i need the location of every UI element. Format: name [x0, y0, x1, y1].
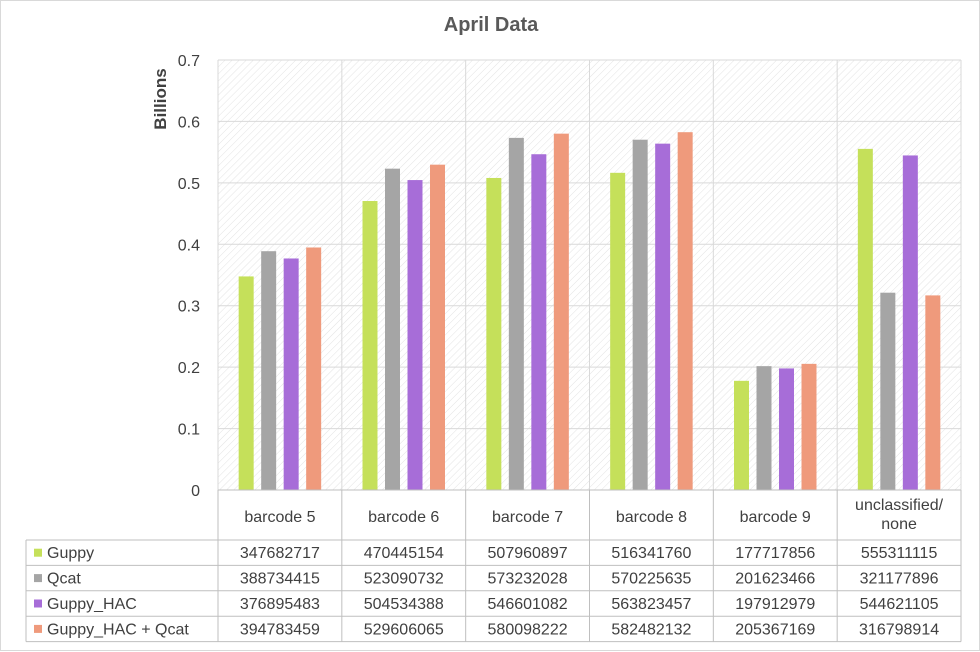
- y-tick-label: 0.7: [178, 53, 200, 70]
- bar: [531, 154, 547, 490]
- bar: [632, 139, 648, 490]
- chart-title: April Data: [443, 14, 539, 36]
- bar: [677, 132, 693, 490]
- legend-key: [34, 574, 42, 583]
- bar: [486, 177, 502, 491]
- bar: [553, 133, 569, 491]
- y-tick-label: 0.2: [178, 360, 200, 377]
- bar: [756, 366, 772, 490]
- legend-label: Guppy_HAC: [47, 596, 137, 613]
- y-tick-label: 0.1: [178, 422, 200, 439]
- data-label: 555311115: [861, 545, 938, 562]
- legend-key: [34, 548, 42, 557]
- bar: [655, 143, 671, 490]
- bar: [801, 363, 817, 490]
- data-label: 507960897: [488, 545, 568, 562]
- bar: [385, 168, 400, 490]
- data-label: 504534388: [364, 596, 444, 613]
- x-tick-label: barcode 5: [244, 509, 315, 526]
- bar: [902, 155, 918, 491]
- y-tick-label: 0.5: [178, 176, 200, 193]
- data-label: 177717856: [735, 545, 815, 562]
- bar: [610, 172, 626, 490]
- x-tick-label: barcode 8: [616, 509, 687, 526]
- bar: [261, 251, 277, 490]
- data-label: 523090732: [364, 571, 444, 588]
- data-label: 388734415: [240, 571, 320, 588]
- bar: [430, 164, 445, 490]
- bar: [734, 380, 749, 490]
- data-label: 570225635: [611, 571, 691, 588]
- bar: [880, 292, 896, 490]
- data-label: 563823457: [611, 596, 691, 613]
- y-tick-label: 0.3: [178, 299, 200, 316]
- data-label: 470445154: [364, 545, 444, 562]
- data-label: 394783459: [240, 621, 320, 638]
- data-label: 580098222: [488, 621, 568, 638]
- data-label: 201623466: [735, 571, 815, 588]
- bar: [857, 148, 873, 490]
- x-tick-label: barcode 9: [740, 509, 811, 526]
- data-label: 544621105: [860, 596, 939, 613]
- legend-label: Guppy: [47, 545, 94, 562]
- data-label: 573232028: [488, 571, 568, 588]
- data-label: 582482132: [611, 621, 691, 638]
- data-label: 205367169: [735, 621, 815, 638]
- data-label: 546601082: [488, 596, 568, 613]
- data-label: 347682717: [240, 545, 320, 562]
- legend-key: [34, 624, 42, 633]
- bar: [362, 201, 378, 490]
- bar: [925, 295, 941, 490]
- legend-label: Qcat: [47, 571, 81, 588]
- data-label: 197912979: [735, 596, 815, 613]
- legend-key: [34, 599, 42, 608]
- data-label: 321177896: [860, 571, 939, 588]
- data-label: 376895483: [240, 596, 320, 613]
- bar: [407, 180, 423, 491]
- x-tick-label: unclassified/none: [855, 497, 944, 533]
- data-label: 316798914: [859, 621, 939, 638]
- bar: [283, 258, 299, 490]
- bar: [306, 247, 322, 490]
- data-label: 529606065: [364, 621, 444, 638]
- bar: [779, 368, 794, 490]
- x-tick-label: barcode 6: [368, 509, 439, 526]
- legend-label: Guppy_HAC + Qcat: [47, 621, 189, 638]
- y-tick-label: 0: [191, 483, 200, 500]
- x-tick-label: barcode 7: [492, 509, 563, 526]
- bar: [238, 276, 254, 490]
- bar: [508, 137, 524, 490]
- y-tick-label: 0.6: [178, 114, 200, 131]
- data-label: 516341760: [611, 545, 691, 562]
- y-tick-label: 0.4: [178, 237, 200, 254]
